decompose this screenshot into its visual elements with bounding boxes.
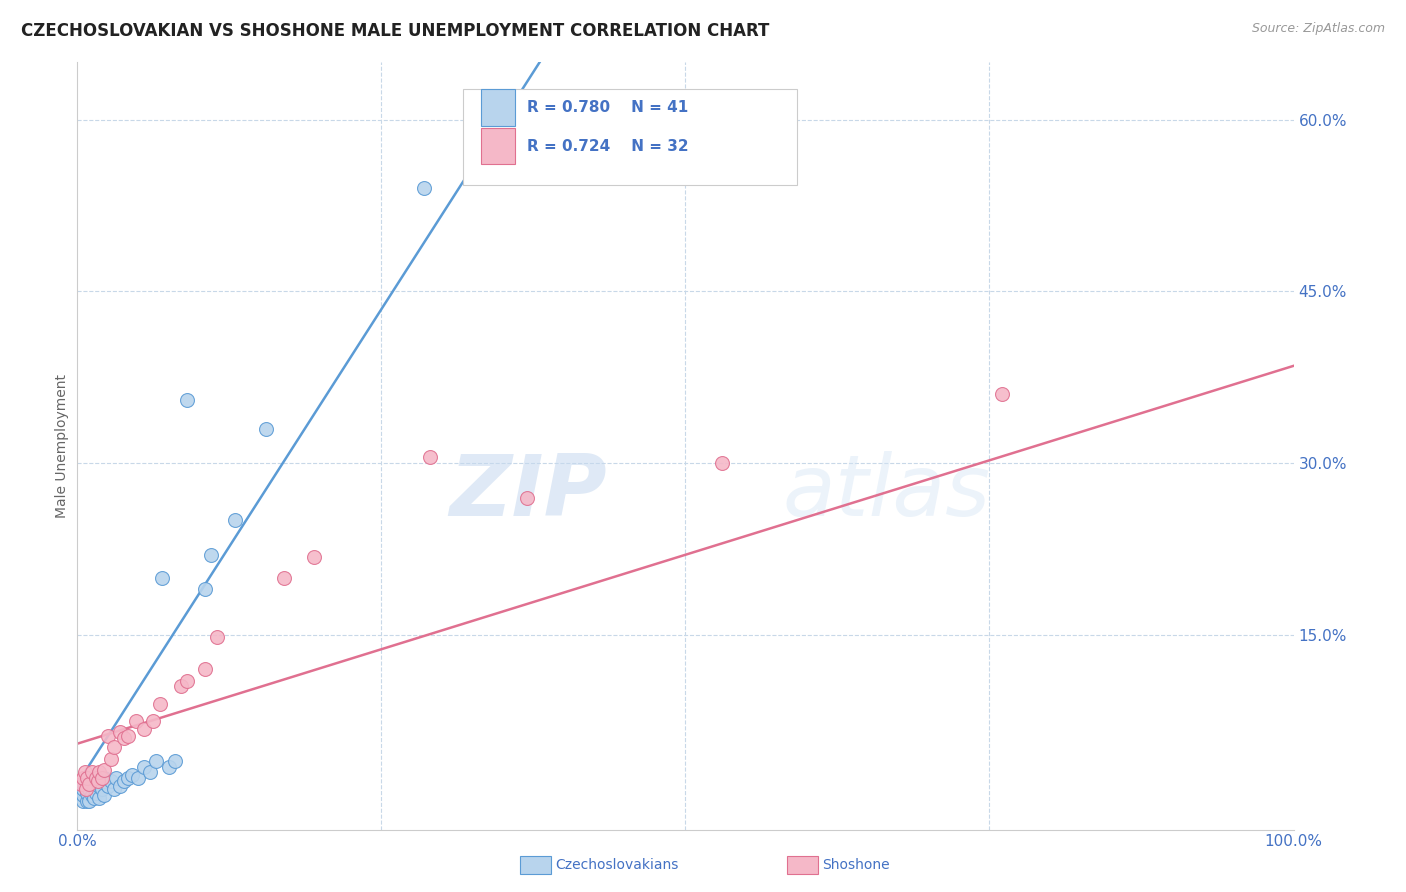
Point [89,790,111,805]
FancyBboxPatch shape [463,89,797,186]
Point [134,722,156,736]
Point [72,782,94,797]
Point [90,771,112,785]
Point [125,714,148,728]
Point [76,771,98,785]
Point [100,751,122,765]
Point [84,771,107,785]
Point [70,777,93,791]
Point [79,782,101,797]
Text: Shoshone: Shoshone [823,858,890,872]
Point [103,740,125,755]
Point [152,571,174,585]
Point [89,779,111,793]
Point [83,790,105,805]
Point [80,788,103,802]
Point [419,450,441,465]
Point [75,782,97,797]
Point [205,630,228,644]
Point [84,774,107,789]
Text: R = 0.780    N = 41: R = 0.780 N = 41 [527,100,689,115]
Point [139,765,162,780]
Point [100,774,122,789]
Point [93,771,115,785]
Point [97,729,120,743]
Text: atlas: atlas [783,450,991,533]
Bar [481,128,515,164]
Point [163,754,186,768]
Point [170,680,193,694]
Point [84,786,107,800]
Point [93,788,115,802]
Point [121,767,143,781]
Point [273,571,295,585]
Point [105,771,128,785]
Point [72,771,94,785]
Point [200,548,222,562]
Point [710,456,733,470]
Point [79,774,101,789]
Point [134,759,156,773]
Point [254,422,277,436]
Y-axis label: Male Unemployment: Male Unemployment [55,374,69,518]
Point [145,754,167,768]
Point [108,779,131,793]
Text: ZIP: ZIP [449,450,606,533]
Point [117,729,139,743]
Point [142,714,165,728]
Point [87,774,110,789]
Point [112,731,135,745]
Point [149,697,172,711]
Point [80,779,103,793]
Point [90,782,112,797]
Point [93,763,115,777]
Point [990,387,1012,401]
Point [127,771,149,785]
Text: Source: ZipAtlas.com: Source: ZipAtlas.com [1251,22,1385,36]
Point [176,393,198,408]
Point [516,491,538,505]
Point [157,759,180,773]
Text: R = 0.724    N = 32: R = 0.724 N = 32 [527,138,689,153]
Point [224,513,246,527]
Point [89,765,111,780]
Point [76,786,98,800]
Point [76,794,98,808]
Point [73,765,96,780]
Point [79,777,101,791]
Point [108,725,131,739]
Point [176,673,198,688]
Point [97,779,120,793]
Text: Czechoslovakians: Czechoslovakians [555,858,679,872]
Text: CZECHOSLOVAKIAN VS SHOSHONE MALE UNEMPLOYMENT CORRELATION CHART: CZECHOSLOVAKIAN VS SHOSHONE MALE UNEMPLO… [21,22,769,40]
Point [117,771,139,785]
Point [112,774,135,789]
Point [79,794,101,808]
Point [304,550,326,565]
Point [76,777,98,791]
Point [72,788,94,802]
Point [80,765,103,780]
Point [72,794,94,808]
Point [72,777,94,791]
Point [413,181,436,195]
Point [103,782,125,797]
Point [194,662,217,676]
Bar [481,89,515,126]
Point [194,582,217,596]
